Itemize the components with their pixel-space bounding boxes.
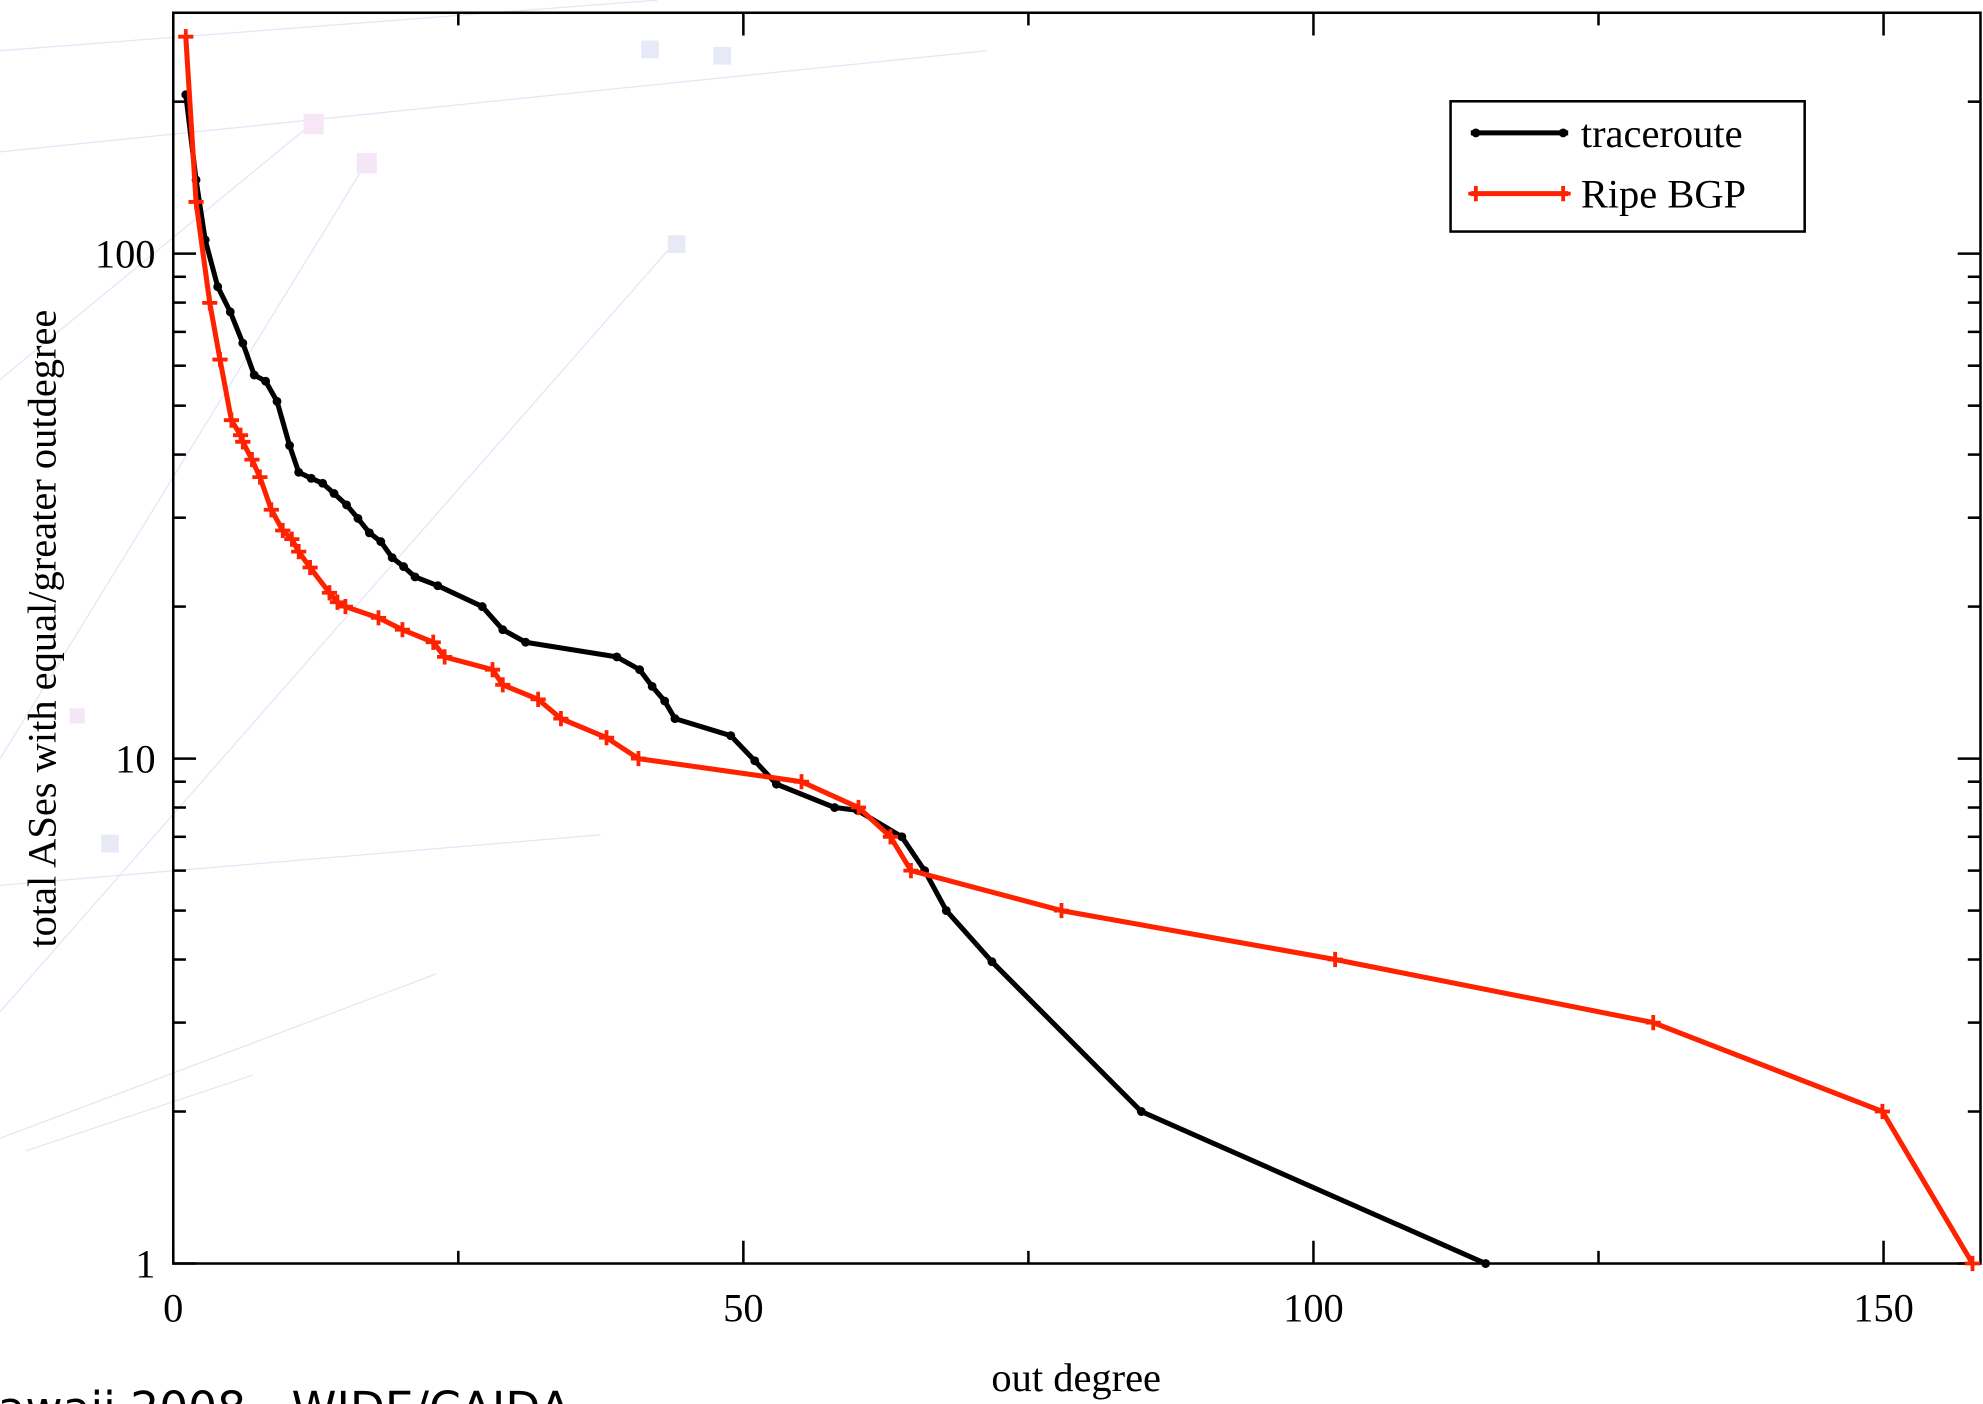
- y-tick-label: 100: [95, 232, 156, 277]
- x-tick-label: 50: [723, 1286, 763, 1331]
- point: [188, 194, 204, 210]
- point: [882, 829, 899, 845]
- point: [850, 799, 867, 816]
- x-tick-label: 100: [1283, 1286, 1344, 1331]
- series-line: [183, 94, 1487, 1266]
- point: [410, 572, 420, 582]
- point: [670, 714, 680, 724]
- point: [394, 622, 411, 638]
- legend-marker: [1471, 128, 1481, 138]
- legend-marker: [1558, 128, 1568, 138]
- point: [612, 652, 622, 662]
- point: [223, 412, 239, 428]
- point: [306, 473, 316, 483]
- point: [897, 832, 907, 842]
- legend-box: [1449, 100, 1806, 233]
- point: [484, 662, 501, 678]
- point: [553, 711, 569, 727]
- point: [425, 634, 441, 650]
- point: [376, 537, 386, 547]
- point: [272, 396, 282, 406]
- x-tick-label: 150: [1853, 1286, 1914, 1331]
- legend-marker: [1468, 186, 1484, 202]
- point: [635, 665, 645, 675]
- point: [178, 29, 194, 45]
- point: [202, 295, 218, 311]
- point: [321, 585, 338, 601]
- point: [285, 441, 294, 450]
- point: [329, 489, 339, 498]
- point: [275, 522, 291, 539]
- point: [498, 625, 508, 635]
- point: [212, 351, 228, 368]
- point: [433, 581, 443, 591]
- point: [750, 756, 760, 766]
- y-tick-label: 10: [115, 737, 155, 782]
- plot-frame: [171, 11, 1982, 1265]
- legend-label: traceroute: [1581, 111, 1743, 156]
- point: [903, 863, 919, 879]
- point: [399, 562, 409, 572]
- point: [263, 502, 279, 518]
- point: [1053, 902, 1070, 919]
- point: [987, 957, 997, 967]
- point: [318, 478, 328, 488]
- point: [244, 451, 260, 468]
- point: [249, 370, 259, 380]
- point: [329, 594, 346, 610]
- point: [437, 649, 453, 665]
- point: [302, 559, 318, 576]
- point: [284, 531, 300, 547]
- point: [291, 544, 307, 560]
- point: [353, 513, 363, 523]
- point: [1645, 1015, 1661, 1031]
- point: [1964, 1255, 1981, 1272]
- point: [252, 469, 268, 485]
- point: [530, 691, 546, 707]
- point: [235, 434, 251, 450]
- point: [495, 677, 511, 693]
- point: [225, 307, 235, 317]
- point: [364, 528, 374, 538]
- x-axis-label: out degree: [991, 1355, 1161, 1400]
- point: [771, 779, 781, 789]
- point: [387, 553, 397, 563]
- point: [941, 906, 951, 916]
- point: [342, 500, 351, 510]
- legend-marker: [1555, 186, 1571, 202]
- point: [793, 774, 810, 790]
- point: [647, 681, 657, 691]
- point: [1874, 1103, 1890, 1120]
- y-axis-label: total ASes with equal/greater outdegree: [20, 310, 65, 948]
- point: [261, 376, 271, 386]
- point: [213, 282, 223, 292]
- point: [830, 803, 839, 812]
- point: [370, 610, 387, 626]
- point: [598, 730, 615, 746]
- point: [238, 338, 248, 348]
- footer: awaii 2008 - WIDE/CAIDA: [0, 1382, 571, 1404]
- y-tick-label: 1: [135, 1241, 155, 1286]
- point: [337, 599, 354, 615]
- point: [521, 637, 531, 647]
- point: [294, 467, 304, 477]
- point: [477, 602, 487, 612]
- point: [1481, 1259, 1491, 1268]
- legend-label: Ripe BGP: [1581, 172, 1746, 217]
- point: [1327, 951, 1343, 968]
- point: [660, 696, 670, 706]
- point: [726, 731, 736, 741]
- point: [1136, 1107, 1146, 1116]
- x-tick-label: 0: [163, 1286, 183, 1331]
- background-graph: [0, 0, 987, 1152]
- point: [630, 751, 647, 767]
